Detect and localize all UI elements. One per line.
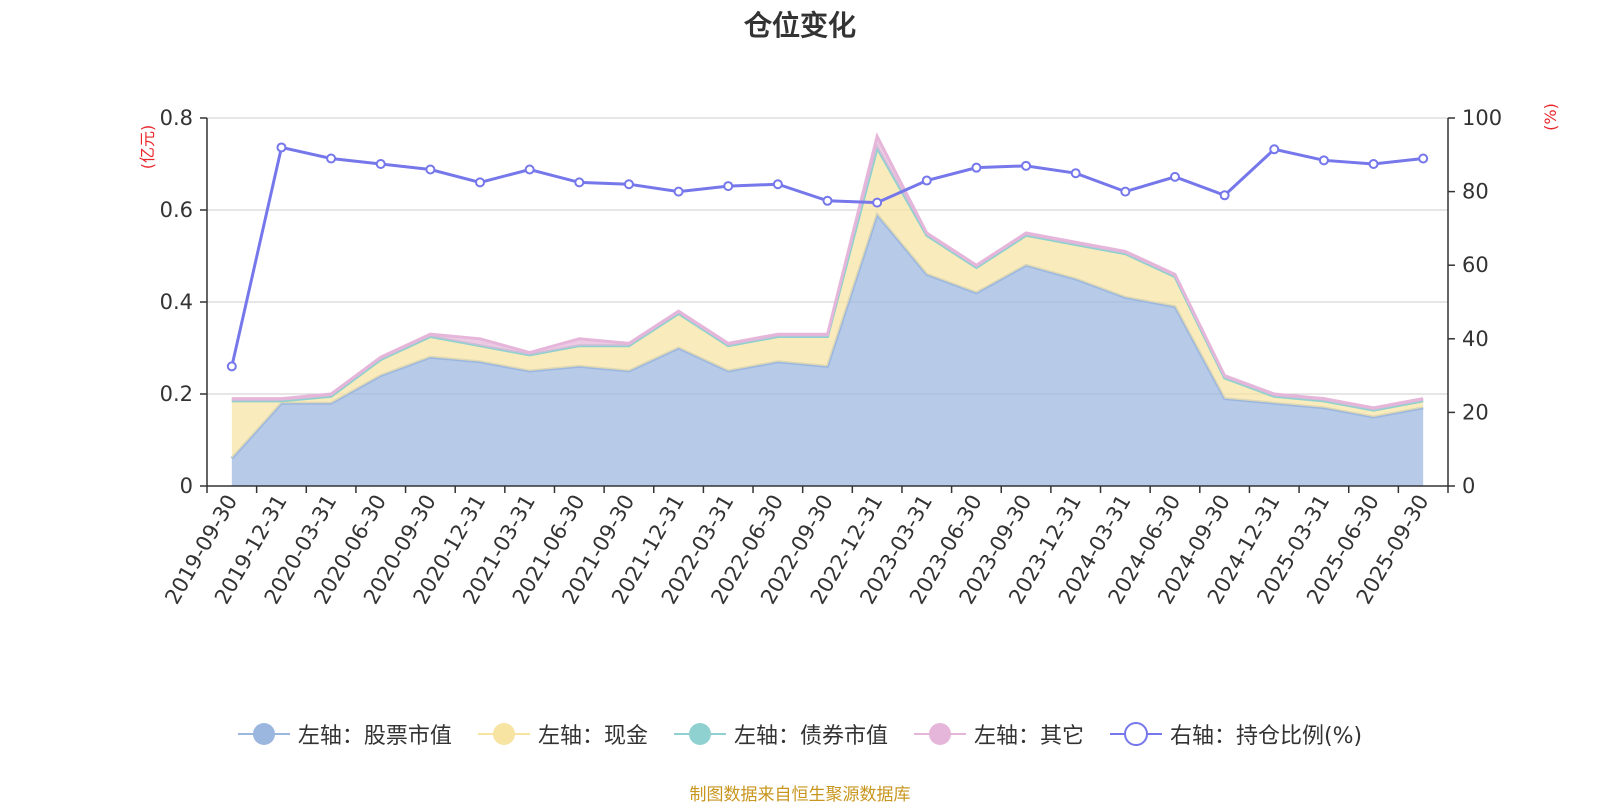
ratio-point xyxy=(276,142,287,153)
legend-label: 左轴：股票市值 xyxy=(297,724,452,749)
ratio-point xyxy=(1418,153,1429,164)
legend-label: 左轴：现金 xyxy=(537,724,648,749)
right-tick-label: 100 xyxy=(1462,106,1502,130)
right-tick-label: 80 xyxy=(1462,180,1489,204)
ratio-point xyxy=(971,162,982,173)
ratio-point xyxy=(772,179,783,190)
ratio-point xyxy=(872,197,883,208)
legend-label: 右轴：持仓比例(%) xyxy=(1169,724,1363,749)
legend-item[interactable]: 左轴：股票市值 xyxy=(237,718,452,750)
area-2 xyxy=(231,147,1424,459)
ratio-point xyxy=(1219,190,1230,201)
ratio-point xyxy=(1120,186,1131,197)
left-tick-label: 0.8 xyxy=(160,106,193,130)
line-series xyxy=(226,142,1429,372)
left-tick-label: 0.2 xyxy=(160,382,193,406)
left-tick-label: 0 xyxy=(180,474,193,498)
area-1 xyxy=(231,214,1424,486)
right-tick-label: 0 xyxy=(1462,474,1475,498)
ratio-point xyxy=(475,177,486,188)
ratio-point xyxy=(1169,171,1180,182)
chart-title: 仓位变化 xyxy=(743,9,856,42)
right-axis-unit: (%) xyxy=(1541,103,1560,131)
legend-item[interactable]: 左轴：其它 xyxy=(913,718,1084,750)
ratio-point xyxy=(1368,159,1379,169)
ratio-point xyxy=(1318,155,1329,166)
ratio-point xyxy=(226,361,237,372)
right-tick-label: 60 xyxy=(1462,253,1489,277)
left-tick-label: 0.6 xyxy=(160,198,193,222)
legend: 左轴：股票市值 左轴：现金 左轴：债券市值 左轴：其它 右轴：持仓比例(%) xyxy=(0,718,1600,750)
legend-item[interactable]: 左轴：现金 xyxy=(477,718,648,750)
legend-marker-icon xyxy=(477,723,530,745)
legend-item[interactable]: 左轴：债券市值 xyxy=(673,718,888,750)
legend-marker-icon xyxy=(237,723,290,745)
ratio-point xyxy=(425,164,436,175)
ratio-point xyxy=(1269,144,1280,155)
source-note: 制图数据来自恒生聚源数据库 xyxy=(689,785,911,805)
ratio-point xyxy=(623,179,634,190)
legend-marker-icon xyxy=(1109,722,1162,746)
ratio-point xyxy=(524,164,535,175)
right-tick-label: 20 xyxy=(1462,400,1489,424)
right-tick-label: 40 xyxy=(1462,327,1489,351)
ratio-point xyxy=(1021,160,1032,171)
left-axis-unit: (亿元) xyxy=(138,125,157,170)
ratio-point xyxy=(1070,168,1081,179)
ratio-point xyxy=(574,177,585,188)
legend-label: 左轴：债券市值 xyxy=(733,724,888,749)
left-tick-label: 0.4 xyxy=(160,290,193,314)
legend-marker-icon xyxy=(673,723,726,745)
area-line-4 xyxy=(231,132,1424,410)
ratio-point xyxy=(723,181,734,192)
legend-marker-icon xyxy=(913,723,966,745)
area-series xyxy=(230,132,1424,486)
ratio-point xyxy=(921,175,932,186)
legend-label: 左轴：其它 xyxy=(973,724,1084,749)
legend-item[interactable]: 右轴：持仓比例(%) xyxy=(1109,718,1363,750)
ratio-point xyxy=(673,186,684,197)
ratio-point xyxy=(822,195,833,206)
ratio-point xyxy=(326,153,337,164)
ratio-point xyxy=(375,159,386,169)
